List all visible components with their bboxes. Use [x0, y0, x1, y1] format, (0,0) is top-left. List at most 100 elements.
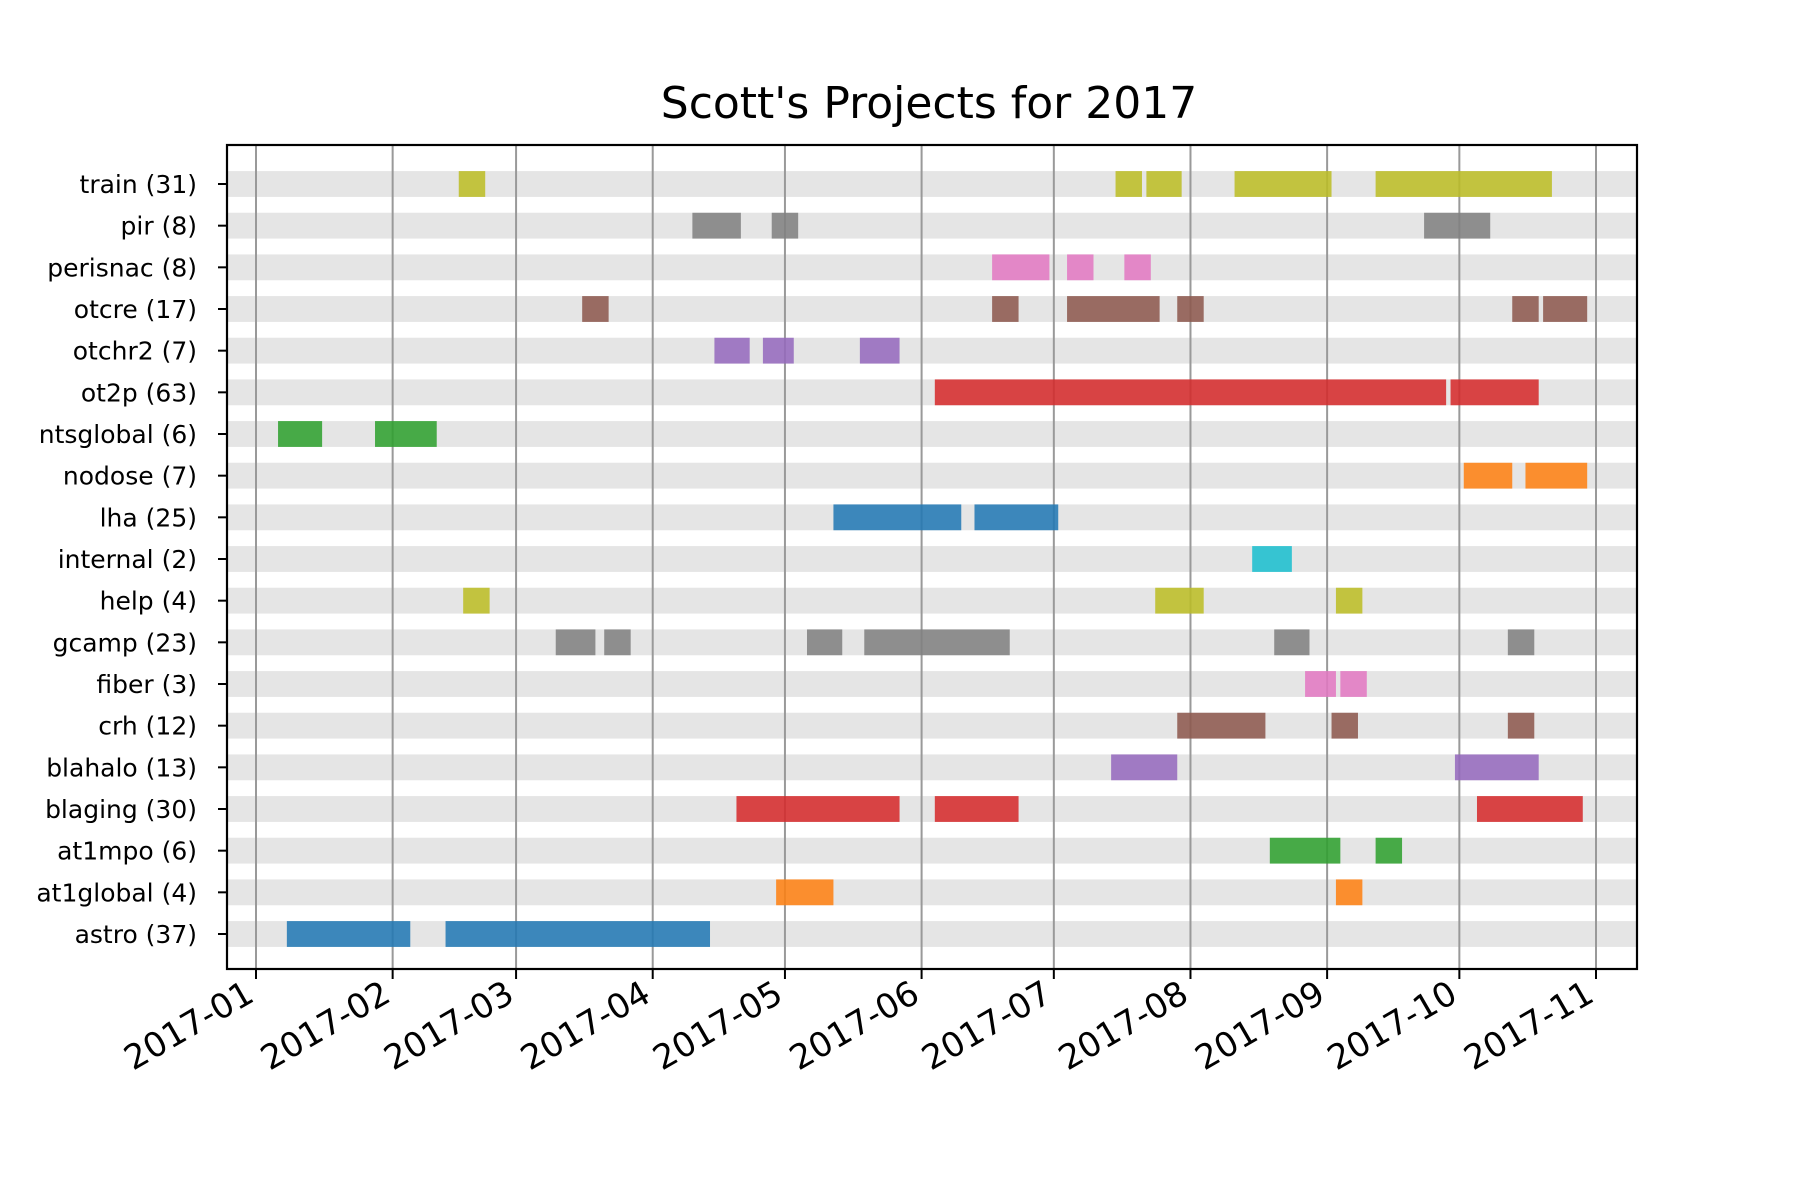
x-tick-label: 2017-11: [1457, 973, 1600, 1079]
timeline-bar: [864, 629, 1010, 656]
timeline-bar: [736, 796, 900, 822]
y-tick-label: at1global (4): [36, 878, 197, 907]
y-tick-label: fiber (3): [96, 670, 197, 699]
x-tick-label: 2017-06: [783, 973, 926, 1079]
timeline-bar: [1067, 254, 1094, 281]
y-tick-label: lha (25): [100, 503, 197, 532]
timeline-bar: [1450, 379, 1539, 406]
y-tick-label: nodose (7): [63, 462, 197, 491]
x-tick-label: 2017-09: [1189, 973, 1332, 1079]
x-tick-label: 2017-01: [117, 973, 260, 1079]
row-band: [227, 796, 1637, 822]
timeline-bar: [859, 337, 900, 364]
y-tick-label: pir (8): [121, 212, 197, 241]
timeline-bar: [463, 587, 490, 614]
y-tick-label: help (4): [100, 587, 197, 616]
timeline-bar: [1124, 254, 1151, 281]
timeline-bar: [286, 921, 411, 947]
y-axis: train (31) pir (8) perisnac (8) otcre (17) o…: [36, 170, 227, 949]
timeline-bar: [1146, 171, 1182, 197]
timeline-bar: [833, 504, 962, 531]
y-tick-label: at1mpo (6): [57, 837, 197, 866]
timeline-bars: [278, 171, 1588, 947]
timeline-bar: [1335, 879, 1363, 906]
timeline-bar: [934, 379, 1447, 406]
timeline-bar: [1463, 462, 1513, 489]
timeline-bar: [1234, 171, 1332, 197]
timeline-bar: [278, 421, 323, 447]
x-tick-label: 2017-04: [514, 973, 657, 1079]
row-bands: [227, 171, 1637, 947]
timeline-bar: [1269, 837, 1341, 864]
y-tick-label: astro (37): [75, 920, 197, 949]
y-tick-label: blahalo (13): [46, 753, 197, 782]
timeline-bar: [555, 629, 596, 656]
plot-frame: [225, 143, 1639, 971]
timeline-bar: [375, 421, 437, 447]
x-tick-label: 2017-05: [646, 973, 789, 1079]
timeline-bar: [992, 296, 1019, 322]
timeline-bar: [1340, 671, 1367, 697]
y-tick-label: gcamp (23): [53, 628, 197, 657]
y-tick-label: perisnac (8): [47, 253, 197, 282]
row-band: [227, 754, 1637, 781]
x-tick-label: 2017-03: [378, 973, 521, 1079]
timeline-bar: [582, 296, 609, 322]
y-tick-label: ntsglobal (6): [39, 420, 197, 449]
x-axis: 2017-012017-022017-032017-042017-052017-…: [117, 969, 1601, 1079]
timeline-bar: [934, 796, 1019, 822]
row-band: [227, 212, 1637, 239]
timeline-bar: [771, 212, 799, 239]
timeline-bar: [806, 629, 843, 656]
y-tick-label: ot2p (63): [81, 378, 197, 407]
timeline-bar: [1155, 587, 1204, 614]
timeline-bar: [1177, 712, 1266, 739]
row-band: [227, 587, 1637, 614]
timeline-bar: [714, 337, 750, 364]
y-tick-label: train (31): [80, 170, 197, 199]
timeline-bar: [1543, 296, 1588, 322]
row-band: [227, 421, 1637, 447]
timeline-bar: [1115, 171, 1142, 197]
timeline-bar: [1274, 629, 1310, 656]
row-band: [227, 296, 1637, 322]
row-band: [227, 879, 1637, 906]
timeline-bar: [974, 504, 1059, 531]
timeline-bar: [604, 629, 631, 656]
timeline-bar: [1375, 837, 1403, 864]
timeline-bar: [1454, 754, 1539, 781]
row-band: [227, 921, 1637, 947]
x-tick-label: 2017-07: [915, 973, 1058, 1079]
timeline-bar: [1331, 712, 1358, 739]
timeline-bar: [1507, 629, 1535, 656]
x-tick-label: 2017-02: [254, 973, 397, 1079]
timeline-bar: [692, 212, 741, 239]
y-tick-label: crh (12): [98, 712, 197, 741]
timeline-bar: [1335, 587, 1363, 614]
timeline-bar: [992, 254, 1050, 281]
x-tick-label: 2017-10: [1321, 973, 1464, 1079]
timeline-bar: [1111, 754, 1178, 781]
timeline-bar: [1507, 712, 1535, 739]
row-band: [227, 546, 1637, 572]
timeline-bar: [1375, 171, 1552, 197]
y-tick-label: internal (2): [58, 545, 197, 574]
timeline-bar: [1067, 296, 1160, 322]
timeline-bar: [776, 879, 834, 906]
x-tick-label: 2017-08: [1052, 973, 1195, 1079]
timeline-bar: [445, 921, 711, 947]
timeline-bar: [1252, 546, 1292, 572]
row-band: [227, 712, 1637, 739]
row-band: [227, 671, 1637, 697]
y-tick-label: otcre (17): [74, 295, 197, 324]
timeline-bar: [1177, 296, 1204, 322]
row-band: [227, 462, 1637, 489]
timeline-bar: [1424, 212, 1491, 239]
row-band: [227, 337, 1637, 364]
y-tick-label: blaging (30): [45, 795, 197, 824]
timeline-bar: [762, 337, 794, 364]
grid-lines: [255, 145, 1597, 969]
timeline-bar: [1476, 796, 1583, 822]
y-tick-label: otchr2 (7): [73, 337, 197, 366]
